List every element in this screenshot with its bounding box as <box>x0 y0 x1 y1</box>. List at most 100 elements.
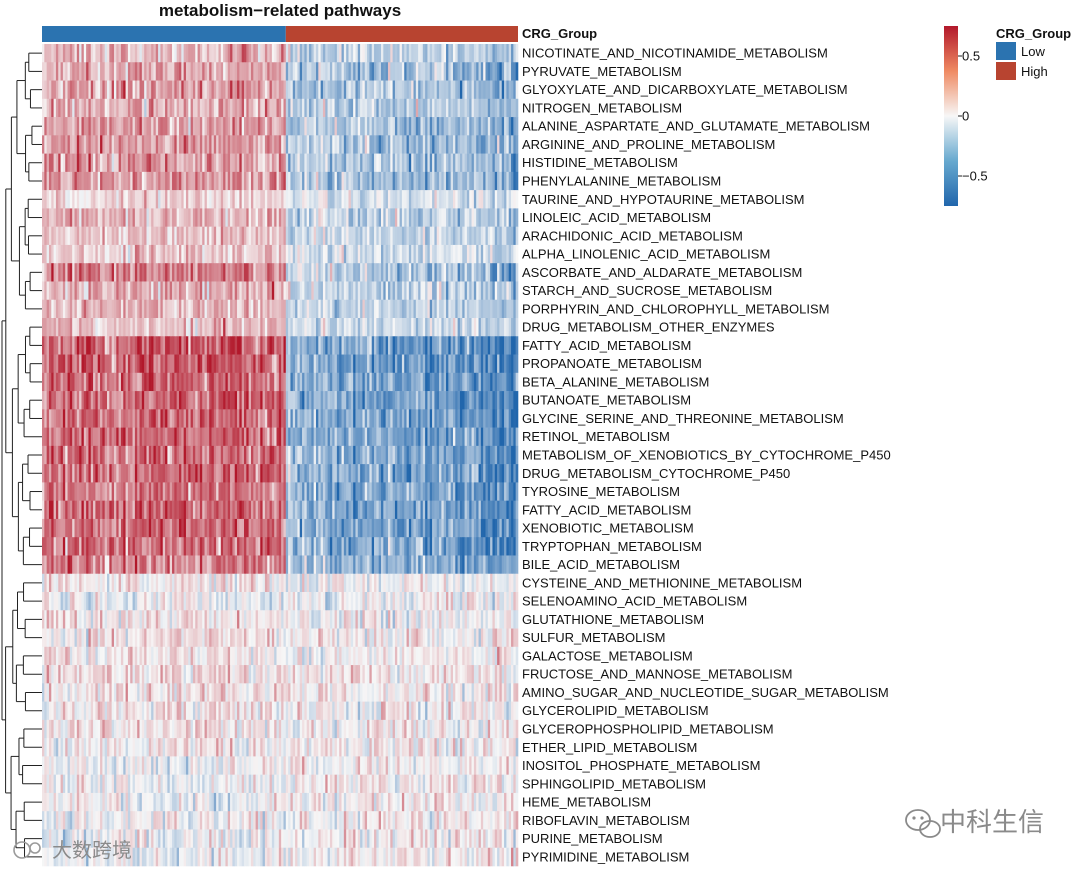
heatmap-cell <box>511 445 514 465</box>
heatmap-cell <box>325 427 328 447</box>
heatmap-cell <box>202 372 205 392</box>
heatmap-cell <box>192 372 196 392</box>
heatmap-cell <box>58 445 61 465</box>
heatmap-cell <box>497 153 500 173</box>
heatmap-cell <box>62 171 66 191</box>
heatmap-cell <box>420 135 424 154</box>
heatmap-cell <box>264 354 268 374</box>
heatmap-cell <box>285 153 289 173</box>
heatmap-cell <box>278 44 282 63</box>
heatmap-cell <box>227 391 231 410</box>
heatmap-cell <box>218 336 222 355</box>
heatmap-cell <box>385 409 389 428</box>
heatmap-cell <box>190 354 194 374</box>
heatmap-cell <box>144 190 147 209</box>
heatmap-cell <box>497 391 500 410</box>
heatmap-cell <box>306 372 310 392</box>
heatmap-cell <box>355 135 359 154</box>
heatmap-cell <box>113 336 117 355</box>
heatmap-cell <box>374 281 377 301</box>
heatmap-cell <box>223 263 226 282</box>
heatmap-cell <box>46 372 50 392</box>
heatmap-cell <box>290 98 294 118</box>
heatmap-cell <box>204 135 208 154</box>
heatmap-cell <box>429 299 433 319</box>
heatmap-cell <box>55 318 59 337</box>
heatmap-cell <box>130 318 133 337</box>
heatmap-cell <box>415 391 419 410</box>
heatmap-cell <box>390 391 393 410</box>
heatmap-cell <box>269 80 273 100</box>
heatmap-cell <box>118 263 122 282</box>
heatmap-cell <box>457 372 461 392</box>
heatmap-cell <box>155 391 159 410</box>
heatmap-cell <box>118 445 122 465</box>
heatmap-cell <box>44 98 47 118</box>
heatmap-cell <box>390 372 393 392</box>
heatmap-cell <box>255 226 259 246</box>
heatmap-cell <box>309 244 312 264</box>
heatmap-cell <box>111 263 115 282</box>
heatmap-cell <box>69 244 73 264</box>
heatmap-cell <box>125 263 129 282</box>
heatmap-cell <box>432 427 435 447</box>
heatmap-cell <box>274 445 277 465</box>
heatmap-cell <box>360 153 363 173</box>
heatmap-cell <box>306 427 310 447</box>
heatmap-cell <box>42 318 45 337</box>
heatmap-cell <box>457 391 461 410</box>
heatmap-cell <box>378 244 382 264</box>
heatmap-cell <box>76 44 80 63</box>
heatmap-cell <box>485 464 489 483</box>
heatmap-cell <box>197 391 201 410</box>
heatmap-cell <box>360 80 363 100</box>
heatmap-cell <box>155 98 159 118</box>
heatmap-cell <box>369 226 373 246</box>
heatmap-cell <box>381 464 384 483</box>
heatmap-cell <box>165 171 168 191</box>
heatmap-cell <box>90 445 94 465</box>
heatmap-cell <box>362 427 366 447</box>
heatmap-cell <box>315 190 319 209</box>
heatmap-cell <box>53 171 57 191</box>
heatmap-cell <box>304 80 307 100</box>
heatmap-cell <box>288 464 291 483</box>
heatmap-cell <box>471 299 475 319</box>
heatmap-cell <box>367 409 370 428</box>
heatmap-cell <box>459 263 463 282</box>
heatmap-cell <box>113 318 117 337</box>
heatmap-cell <box>104 153 108 173</box>
heatmap-cell <box>508 44 512 63</box>
heatmap-cell <box>339 409 342 428</box>
heatmap-cell <box>190 372 194 392</box>
heatmap-cell <box>179 427 182 447</box>
heatmap-cell <box>336 263 340 282</box>
heatmap-cell <box>357 263 361 282</box>
heatmap-cell <box>302 226 305 246</box>
heatmap-cell <box>72 80 75 100</box>
heatmap-cell <box>494 354 498 374</box>
heatmap-cell <box>46 80 50 100</box>
heatmap-cell <box>218 226 222 246</box>
heatmap-cell <box>404 464 407 483</box>
heatmap-cell <box>420 263 424 282</box>
heatmap-cell <box>515 464 519 483</box>
heatmap-cell <box>206 354 210 374</box>
heatmap-cell <box>432 391 435 410</box>
heatmap-cell <box>450 445 454 465</box>
heatmap-cell <box>339 336 342 355</box>
heatmap-cell <box>415 354 419 374</box>
heatmap-cell <box>148 98 152 118</box>
heatmap-cell <box>283 244 287 264</box>
heatmap-cell <box>432 318 435 337</box>
heatmap-cell <box>167 153 171 173</box>
heatmap-cell <box>325 354 328 374</box>
heatmap-cell <box>334 409 338 428</box>
heatmap-cell <box>183 153 187 173</box>
heatmap-cell <box>452 318 456 337</box>
heatmap-cell <box>162 171 166 191</box>
heatmap-cell <box>385 62 389 81</box>
heatmap-cell <box>185 299 189 319</box>
heatmap-cell <box>72 226 75 246</box>
heatmap-cell <box>353 299 356 319</box>
